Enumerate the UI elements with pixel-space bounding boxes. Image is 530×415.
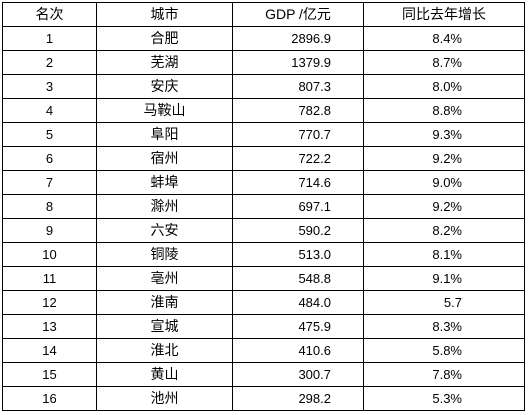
city-cell: 安庆 xyxy=(96,74,233,99)
table-row: 1 合肥 2896.9 8.4% xyxy=(2,26,525,51)
table-row: 12 淮南 484.0 5.7 xyxy=(2,290,525,315)
table-header: 名次 城市 GDP /亿元 同比去年增长 xyxy=(2,2,525,27)
gdp-cell: 475.9 xyxy=(232,314,364,339)
table-row: 9 六安 590.2 8.2% xyxy=(2,218,525,243)
growth-cell: 9.3% xyxy=(363,122,525,147)
header-city: 城市 xyxy=(96,2,233,27)
growth-cell: 8.8% xyxy=(363,98,525,123)
city-cell: 蚌埠 xyxy=(96,170,233,195)
table-row: 4 马鞍山 782.8 8.8% xyxy=(2,98,525,123)
growth-cell: 8.1% xyxy=(363,242,525,267)
rank-cell: 13 xyxy=(2,314,97,339)
table-row: 6 宿州 722.2 9.2% xyxy=(2,146,525,171)
gdp-cell: 298.2 xyxy=(232,386,364,411)
rank-cell: 3 xyxy=(2,74,97,99)
rank-cell: 15 xyxy=(2,362,97,387)
city-cell: 池州 xyxy=(96,386,233,411)
table-row: 16 池州 298.2 5.3% xyxy=(2,386,525,411)
growth-cell: 8.0% xyxy=(363,74,525,99)
rank-cell: 1 xyxy=(2,26,97,51)
growth-cell: 8.2% xyxy=(363,218,525,243)
city-cell: 合肥 xyxy=(96,26,233,51)
growth-cell: 9.1% xyxy=(363,266,525,291)
rank-cell: 12 xyxy=(2,290,97,315)
gdp-cell: 722.2 xyxy=(232,146,364,171)
growth-cell: 5.3% xyxy=(363,386,525,411)
city-cell: 淮北 xyxy=(96,338,233,363)
rank-cell: 10 xyxy=(2,242,97,267)
gdp-cell: 484.0 xyxy=(232,290,364,315)
header-row: 名次 城市 GDP /亿元 同比去年增长 xyxy=(2,2,525,27)
growth-cell: 8.7% xyxy=(363,50,525,75)
growth-cell: 7.8% xyxy=(363,362,525,387)
city-cell: 宿州 xyxy=(96,146,233,171)
city-cell: 马鞍山 xyxy=(96,98,233,123)
growth-cell: 9.2% xyxy=(363,194,525,219)
gdp-cell: 2896.9 xyxy=(232,26,364,51)
rank-cell: 5 xyxy=(2,122,97,147)
city-cell: 滁州 xyxy=(96,194,233,219)
growth-cell: 8.3% xyxy=(363,314,525,339)
table-row: 14 淮北 410.6 5.8% xyxy=(2,338,525,363)
header-gdp: GDP /亿元 xyxy=(232,2,364,27)
gdp-table: 名次 城市 GDP /亿元 同比去年增长 1 合肥 2896.9 8.4% 2 芜湖 137… xyxy=(2,2,525,411)
table-row: 3 安庆 807.3 8.0% xyxy=(2,74,525,99)
gdp-cell: 770.7 xyxy=(232,122,364,147)
table-row: 11 亳州 548.8 9.1% xyxy=(2,266,525,291)
table-body: 1 合肥 2896.9 8.4% 2 芜湖 1379.9 8.7% 3 安庆 807.3 8.0% 4 马… xyxy=(2,26,525,411)
city-cell: 阜阳 xyxy=(96,122,233,147)
city-cell: 宣城 xyxy=(96,314,233,339)
header-growth: 同比去年增长 xyxy=(363,2,525,27)
table-row: 2 芜湖 1379.9 8.7% xyxy=(2,50,525,75)
table-row: 10 铜陵 513.0 8.1% xyxy=(2,242,525,267)
rank-cell: 14 xyxy=(2,338,97,363)
city-cell: 芜湖 xyxy=(96,50,233,75)
gdp-cell: 807.3 xyxy=(232,74,364,99)
rank-cell: 11 xyxy=(2,266,97,291)
gdp-cell: 697.1 xyxy=(232,194,364,219)
rank-cell: 16 xyxy=(2,386,97,411)
gdp-cell: 513.0 xyxy=(232,242,364,267)
gdp-cell: 590.2 xyxy=(232,218,364,243)
rank-cell: 7 xyxy=(2,170,97,195)
growth-cell: 5.8% xyxy=(363,338,525,363)
table-row: 7 蚌埠 714.6 9.0% xyxy=(2,170,525,195)
gdp-cell: 714.6 xyxy=(232,170,364,195)
city-cell: 铜陵 xyxy=(96,242,233,267)
header-rank: 名次 xyxy=(2,2,97,27)
rank-cell: 2 xyxy=(2,50,97,75)
city-cell: 亳州 xyxy=(96,266,233,291)
rank-cell: 9 xyxy=(2,218,97,243)
gdp-cell: 548.8 xyxy=(232,266,364,291)
table-row: 15 黄山 300.7 7.8% xyxy=(2,362,525,387)
growth-cell: 9.2% xyxy=(363,146,525,171)
rank-cell: 6 xyxy=(2,146,97,171)
growth-cell: 9.0% xyxy=(363,170,525,195)
gdp-cell: 300.7 xyxy=(232,362,364,387)
rank-cell: 8 xyxy=(2,194,97,219)
table-row: 5 阜阳 770.7 9.3% xyxy=(2,122,525,147)
city-cell: 淮南 xyxy=(96,290,233,315)
growth-cell: 5.7 xyxy=(363,290,525,315)
gdp-cell: 782.8 xyxy=(232,98,364,123)
table-row: 13 宣城 475.9 8.3% xyxy=(2,314,525,339)
gdp-cell: 1379.9 xyxy=(232,50,364,75)
table-row: 8 滁州 697.1 9.2% xyxy=(2,194,525,219)
gdp-cell: 410.6 xyxy=(232,338,364,363)
growth-cell: 8.4% xyxy=(363,26,525,51)
rank-cell: 4 xyxy=(2,98,97,123)
city-cell: 六安 xyxy=(96,218,233,243)
city-cell: 黄山 xyxy=(96,362,233,387)
